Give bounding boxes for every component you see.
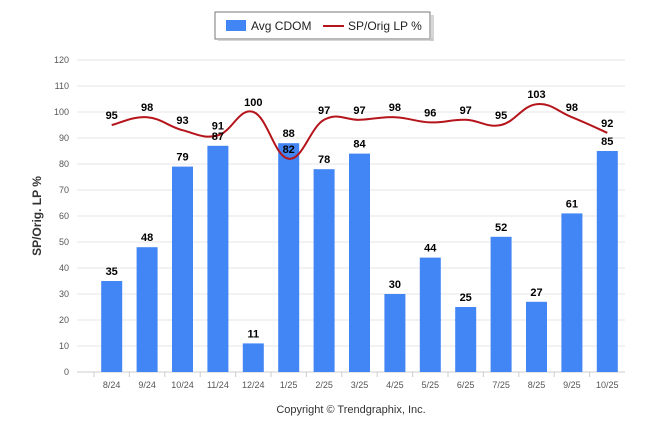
y-tick-label: 120 bbox=[54, 55, 69, 65]
line-value-label: 95 bbox=[106, 110, 118, 122]
y-tick-label: 0 bbox=[64, 367, 69, 377]
bar-value-label: 35 bbox=[106, 266, 118, 278]
y-tick-label: 90 bbox=[59, 133, 69, 143]
legend-shadow-side bbox=[431, 15, 434, 41]
bar-value-label: 84 bbox=[353, 139, 366, 151]
bar-avg-cdom bbox=[384, 294, 406, 372]
bar-series bbox=[101, 143, 618, 372]
bar-value-label: 30 bbox=[389, 279, 401, 291]
line-value-label: 98 bbox=[141, 102, 153, 114]
x-tick-label: 1/25 bbox=[280, 380, 298, 390]
y-tick-label: 110 bbox=[55, 81, 69, 91]
y-tick-label: 30 bbox=[59, 289, 69, 299]
bar-value-label: 44 bbox=[424, 243, 437, 255]
line-value-label: 97 bbox=[353, 105, 365, 117]
line-value-label: 97 bbox=[460, 105, 472, 117]
x-tick-label: 6/25 bbox=[457, 380, 475, 390]
bar-avg-cdom bbox=[561, 213, 583, 372]
bar-value-label: 61 bbox=[566, 198, 578, 210]
legend-box bbox=[214, 11, 431, 40]
bar-value-label: 87 bbox=[212, 131, 224, 143]
bar-avg-cdom bbox=[490, 236, 512, 372]
bar-value-label: 48 bbox=[141, 232, 153, 244]
x-axis: 8/24 9/24 10/24 11/24 12/24 1/25 2/25 3/25 4/25 5… bbox=[93, 372, 619, 390]
legend-label-sp-orig-lp: SP/Orig LP % bbox=[348, 19, 422, 33]
x-tick-label: 3/25 bbox=[351, 380, 369, 390]
data-labels: 35 48 79 87 11 88 78 84 30 44 25 52 27 61 85 95 98 93 91 10… bbox=[106, 89, 614, 340]
bar-value-label: 85 bbox=[601, 136, 613, 148]
x-tick-label: 12/24 bbox=[242, 380, 265, 390]
bar-avg-cdom bbox=[136, 247, 158, 372]
bar-avg-cdom bbox=[596, 151, 618, 372]
x-tick-label: 8/24 bbox=[103, 380, 121, 390]
x-tick-label: 4/25 bbox=[386, 380, 404, 390]
x-tick-label: 9/25 bbox=[563, 380, 581, 390]
line-sp-orig-lp bbox=[111, 103, 608, 160]
line-value-label: 103 bbox=[527, 89, 545, 101]
y-tick-label: 70 bbox=[59, 185, 69, 195]
y-axis-title: SP/Orig. LP % bbox=[30, 176, 44, 256]
bar-avg-cdom bbox=[349, 153, 370, 372]
bar-value-label: 79 bbox=[176, 152, 188, 164]
x-tick-label: 8/25 bbox=[528, 380, 546, 390]
bar-value-label: 27 bbox=[530, 287, 542, 299]
y-tick-label: 50 bbox=[59, 237, 69, 247]
x-tick-label: 2/25 bbox=[315, 380, 333, 390]
line-value-label: 98 bbox=[389, 102, 401, 114]
line-value-label: 92 bbox=[601, 118, 613, 130]
legend-shadow bbox=[218, 38, 433, 41]
bar-value-label: 11 bbox=[247, 328, 259, 340]
y-tick-label: 40 bbox=[59, 263, 69, 273]
bar-value-label: 52 bbox=[495, 222, 507, 234]
x-tick-label: 10/25 bbox=[596, 380, 619, 390]
x-tick-label: 11/24 bbox=[207, 380, 229, 390]
y-tick-label: 100 bbox=[54, 107, 69, 117]
line-value-label: 98 bbox=[566, 102, 578, 114]
bar-avg-cdom bbox=[313, 169, 335, 372]
line-value-label: 100 bbox=[244, 97, 262, 109]
x-tick-label: 9/24 bbox=[138, 380, 156, 390]
line-series bbox=[111, 103, 608, 160]
copyright-credit: Copyright © Trendgraphix, Inc. bbox=[276, 404, 425, 416]
bar-avg-cdom bbox=[242, 343, 264, 372]
x-tick-label: 5/25 bbox=[422, 380, 440, 390]
x-tick-label: 10/24 bbox=[171, 380, 194, 390]
line-value-label: 82 bbox=[283, 144, 295, 156]
legend: Avg CDOM SP/Orig LP % bbox=[214, 11, 434, 41]
bar-avg-cdom bbox=[172, 166, 193, 372]
legend-label-avg-cdom: Avg CDOM bbox=[251, 19, 311, 33]
line-value-label: 97 bbox=[318, 105, 330, 117]
legend-swatch-avg-cdom bbox=[226, 20, 246, 31]
bar-value-label: 88 bbox=[283, 128, 295, 140]
bar-avg-cdom bbox=[455, 307, 477, 372]
bar-value-label: 78 bbox=[318, 154, 330, 166]
line-value-label: 95 bbox=[495, 110, 507, 122]
y-axis: 0 10 20 30 40 50 60 70 80 90 100 110 120 bbox=[54, 55, 69, 377]
y-tick-label: 20 bbox=[59, 315, 69, 325]
bar-avg-cdom bbox=[278, 143, 300, 372]
line-value-label: 96 bbox=[424, 107, 436, 119]
line-value-label: 93 bbox=[176, 115, 188, 127]
y-tick-label: 10 bbox=[59, 341, 69, 351]
bar-avg-cdom bbox=[526, 301, 547, 372]
x-tick-label: 7/25 bbox=[492, 380, 510, 390]
y-tick-label: 60 bbox=[59, 211, 69, 221]
bar-value-label: 25 bbox=[460, 292, 472, 304]
bar-avg-cdom bbox=[419, 257, 441, 372]
bar-avg-cdom bbox=[207, 145, 229, 372]
bar-avg-cdom bbox=[101, 281, 123, 372]
y-tick-label: 80 bbox=[59, 159, 69, 169]
line-value-label: 91 bbox=[212, 120, 224, 132]
